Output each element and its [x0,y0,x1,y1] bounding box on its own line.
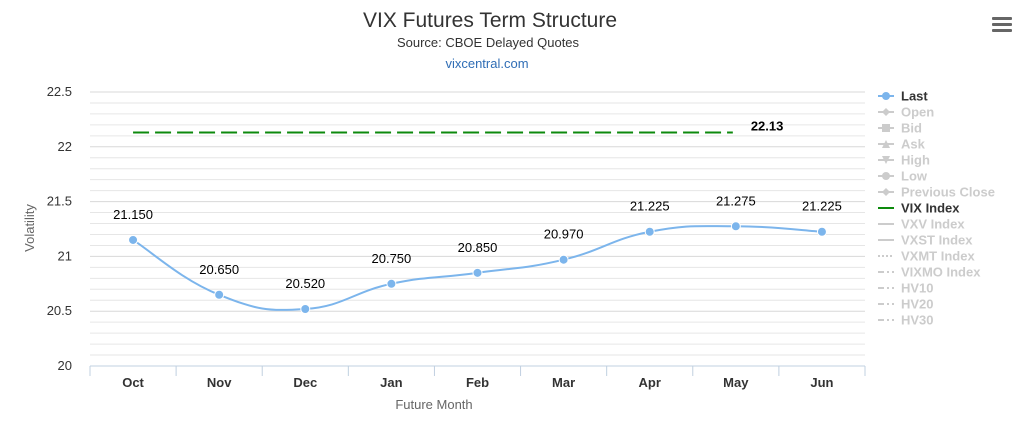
legend-label: Low [901,169,928,184]
legend-label: Bid [901,121,922,136]
legend-label: Ask [901,137,926,152]
x-tick-label: Oct [122,375,144,390]
data-label: 20.970 [544,227,584,242]
x-tick-label: Jun [810,375,833,390]
last-series-point[interactable] [128,234,139,245]
legend-item-previous-close[interactable]: Previous Close [878,185,995,200]
legend-item-vxmt-index[interactable]: VXMT Index [878,249,975,264]
legend-label: HV10 [901,281,934,296]
axes: 20 20.5 21 21.5 22 22.5 Oct Nov Dec Jan Feb Mar Apr M… [47,84,866,390]
last-series-point[interactable] [730,221,741,232]
chart-title: VIX Futures Term Structure [363,9,617,32]
legend-marker [882,140,890,148]
legend-item-hv10[interactable]: HV10 [878,281,934,296]
data-label: 21.150 [113,207,153,222]
x-tick-label: Feb [466,375,489,390]
legend-label: Open [901,105,934,120]
last-series-point[interactable] [644,226,655,237]
legend-marker [882,156,890,164]
legend-label: VIXMO Index [901,265,981,280]
legend-label: Previous Close [901,185,995,200]
legend-marker [882,172,890,180]
legend-marker [882,108,890,116]
last-series-point[interactable] [816,226,827,237]
last-series-point[interactable] [558,254,569,265]
x-tick-label: May [723,375,749,390]
series-group: 22.13 21.150 20.650 20.520 20.750 20.850 20.97… [113,119,842,315]
legend-item-high[interactable]: High [878,153,930,168]
legend-label: VIX Index [901,201,960,216]
data-label: 21.225 [802,199,842,214]
y-tick-label: 21.5 [47,194,72,209]
data-label: 20.850 [458,240,498,255]
source-link[interactable]: vixcentral.com [445,56,528,71]
legend-item-hv20[interactable]: HV20 [878,297,934,312]
y-axis-title: Volatility [22,204,37,252]
legend-label: VXMT Index [901,249,975,264]
legend-item-vix-index[interactable]: VIX Index [878,201,960,216]
x-tick-label: Apr [639,375,661,390]
legend-marker [882,188,890,196]
legend-marker [882,124,890,132]
legend-label: HV20 [901,297,934,312]
legend-item-hv30[interactable]: HV30 [878,313,934,328]
legend-item-open[interactable]: Open [878,105,934,120]
legend-label: VXST Index [901,233,973,248]
legend-label: VXV Index [901,217,965,232]
legend-item-last[interactable]: Last [878,89,928,104]
chart-subtitle: Source: CBOE Delayed Quotes [397,35,580,50]
legend-item-vixmo-index[interactable]: VIXMO Index [878,265,981,280]
vix-index-label: 22.13 [751,119,784,134]
last-series-point[interactable] [300,304,311,315]
legend-marker [882,92,890,100]
data-label: 20.520 [285,276,325,291]
legend-item-ask[interactable]: Ask [878,137,926,152]
legend-item-vxst-index[interactable]: VXST Index [878,233,973,248]
last-series-point[interactable] [472,267,483,278]
menu-icon[interactable] [990,14,1014,36]
legend-label: HV30 [901,313,934,328]
x-tick-label: Jan [380,375,402,390]
data-label: 21.225 [630,199,670,214]
legend-item-low[interactable]: Low [878,169,928,184]
x-tick-label: Nov [207,375,232,390]
x-axis-title: Future Month [395,397,472,412]
data-label: 21.275 [716,193,756,208]
y-tick-label: 21 [58,248,72,263]
legend-label: Last [901,89,928,104]
data-label: 20.650 [199,262,239,277]
last-series-point[interactable] [386,278,397,289]
legend-label: High [901,153,930,168]
y-tick-label: 20.5 [47,303,72,318]
legend-item-vxv-index[interactable]: VXV Index [878,217,965,232]
x-tick-label: Dec [293,375,317,390]
y-tick-label: 20 [58,358,72,373]
legend-item-bid[interactable]: Bid [878,121,922,136]
last-series-point[interactable] [214,289,225,300]
y-tick-label: 22.5 [47,84,72,99]
x-tick-label: Mar [552,375,575,390]
data-label: 20.750 [372,251,412,266]
y-tick-label: 22 [58,139,72,154]
